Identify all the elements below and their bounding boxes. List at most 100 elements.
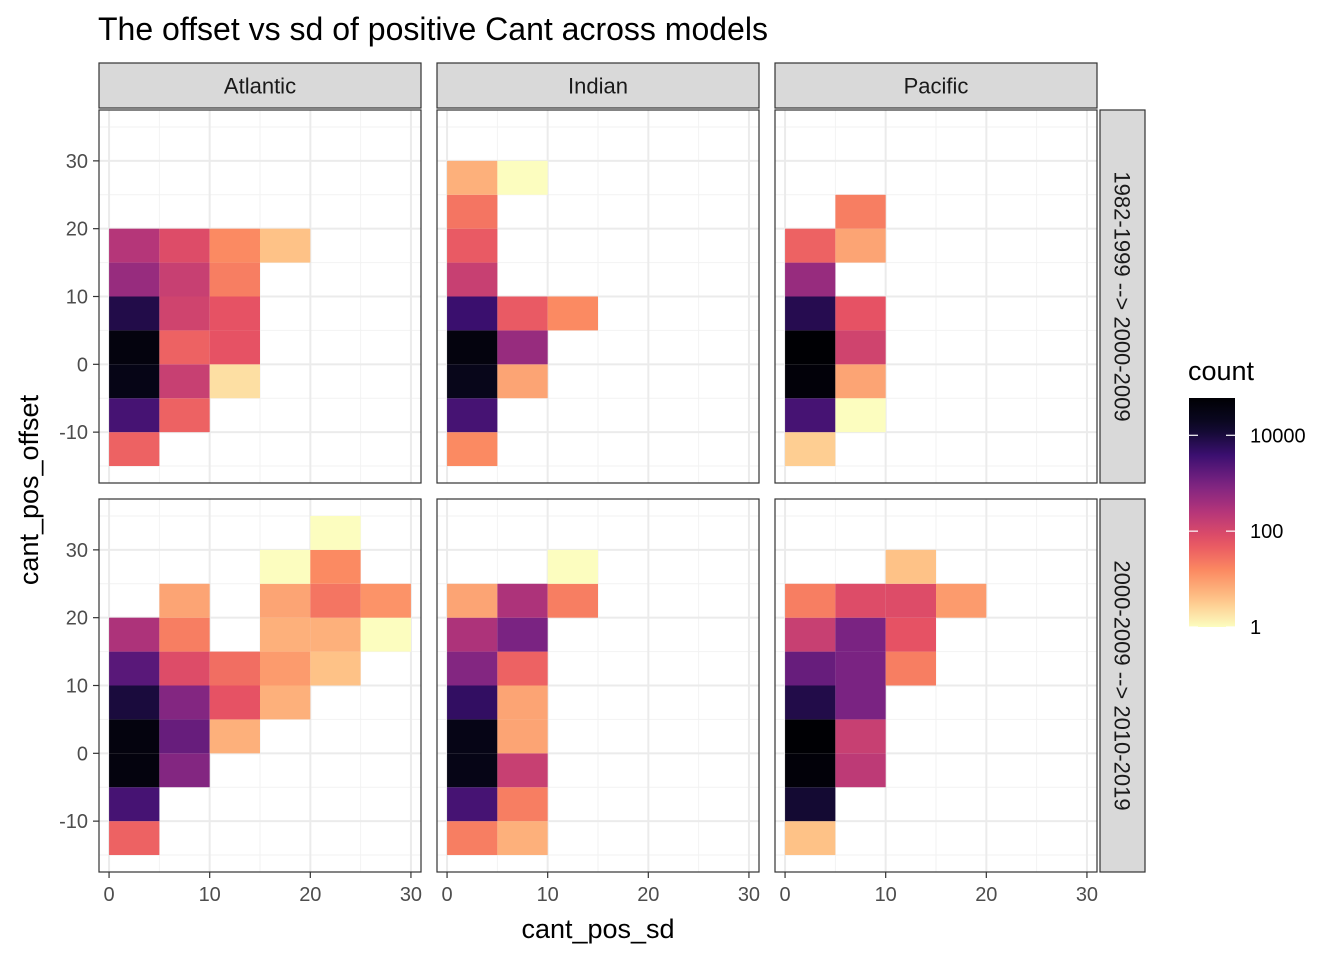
heatmap-cell: [497, 330, 548, 365]
y-tick-label: 30: [66, 540, 88, 562]
legend-break-label: 100: [1250, 521, 1283, 543]
heatmap-cell: [159, 296, 210, 331]
y-tick-label: 30: [66, 151, 88, 173]
legend-break-label: 10000: [1250, 425, 1306, 447]
heatmap-cell: [835, 364, 886, 399]
heatmap-cell: [260, 583, 311, 618]
y-tick-label: -10: [59, 422, 88, 444]
heatmap-cell: [159, 330, 210, 365]
x-tick-label: 20: [299, 884, 321, 906]
heatmap-cell: [109, 821, 160, 856]
heatmap-cell: [447, 398, 498, 433]
heatmap-cell: [835, 617, 886, 652]
y-axis-title: cant_pos_offset: [14, 394, 44, 585]
heatmap-cell: [936, 583, 987, 618]
y-tick-label: 20: [66, 219, 88, 241]
panel-border: [436, 498, 760, 873]
heatmap-cell: [159, 228, 210, 263]
heatmap-cell: [159, 262, 210, 297]
panel-border: [436, 109, 760, 484]
heatmap-cell: [447, 685, 498, 720]
heatmap-cell: [209, 651, 260, 686]
x-tick-label: 0: [442, 884, 453, 906]
legend-colorbar: [1189, 398, 1235, 627]
panel-atlantic-row-2: 0 10 20 30 -10 0 10 20 30: [59, 498, 422, 906]
heatmap-cell: [109, 330, 160, 365]
legend-title: count: [1188, 356, 1255, 386]
row-strip-label: 1982-1999 --> 2000-2009: [1110, 171, 1135, 421]
heatmap-cell: [447, 296, 498, 331]
heatmap-cell: [547, 296, 598, 331]
heatmap-cell: [109, 651, 160, 686]
heatmap-cell: [109, 685, 160, 720]
heatmap-cell: [835, 194, 886, 229]
column-strip: [98, 62, 422, 109]
heatmap-cell: [310, 583, 361, 618]
heatmap-cell: [835, 719, 886, 754]
heatmap-cell: [109, 228, 160, 263]
heatmap-cell: [310, 617, 361, 652]
heatmap-cell: [497, 821, 548, 856]
heatmap-cell: [497, 651, 548, 686]
heatmap-cell: [260, 228, 311, 263]
heatmap-cell: [835, 228, 886, 263]
y-tick-label: 0: [77, 354, 88, 376]
heatmap-cell: [497, 753, 548, 788]
x-axis-title: cant_pos_sd: [521, 914, 674, 944]
heatmap-cell: [447, 719, 498, 754]
heatmap-cell: [547, 583, 598, 618]
heatmap-cell: [885, 583, 936, 618]
x-tick-label: 10: [875, 884, 897, 906]
heatmap-cell: [497, 364, 548, 399]
y-tick-label: 10: [66, 287, 88, 309]
heatmap-cell: [209, 262, 260, 297]
heatmap-cell: [159, 398, 210, 433]
heatmap-cell: [447, 160, 498, 195]
heatmap-cell: [447, 651, 498, 686]
heatmap-cell: [835, 651, 886, 686]
chart-title: The offset vs sd of positive Cant across…: [98, 11, 768, 47]
heatmap-cell: [360, 583, 411, 618]
heatmap-cell: [159, 364, 210, 399]
heatmap-cell: [310, 515, 361, 550]
heatmap-cell: [109, 398, 160, 433]
heatmap-cell: [159, 719, 210, 754]
column-strip-label: Pacific: [904, 74, 969, 99]
y-tick-label: 10: [66, 676, 88, 698]
row-strip-label: 2000-2009 --> 2010-2019: [1110, 560, 1135, 810]
heatmap-cell: [835, 398, 886, 433]
row-strip: [1099, 109, 1146, 484]
heatmap-cell: [785, 753, 836, 788]
panel-atlantic-row-1: -10 0 10 20 30: [59, 109, 422, 484]
x-tick-label: 10: [199, 884, 221, 906]
heatmap-cell: [209, 228, 260, 263]
heatmap-cell: [310, 549, 361, 584]
legend-break-label: 1: [1250, 617, 1261, 639]
heatmap-cell: [497, 787, 548, 822]
panel-border: [774, 109, 1098, 484]
heatmap-cell: [109, 432, 160, 467]
column-strip: [436, 62, 760, 109]
heatmap-cell: [109, 364, 160, 399]
column-strip-label: Indian: [568, 74, 628, 99]
heatmap-cell: [497, 719, 548, 754]
x-tick-label: 30: [400, 884, 422, 906]
panel-border: [774, 498, 1098, 873]
heatmap-cell: [497, 685, 548, 720]
heatmap-cell: [447, 262, 498, 297]
heatmap-cell: [785, 685, 836, 720]
heatmap-cell: [159, 617, 210, 652]
heatmap-cell: [885, 651, 936, 686]
heatmap-cell: [785, 398, 836, 433]
x-tick-label: 20: [975, 884, 997, 906]
heatmap-cell: [785, 228, 836, 263]
heatmap-cell: [447, 330, 498, 365]
heatmap-cell: [447, 583, 498, 618]
heatmap-cell: [260, 617, 311, 652]
heatmap-cell: [159, 651, 210, 686]
heatmap-cell: [209, 685, 260, 720]
x-tick-label: 10: [537, 884, 559, 906]
heatmap-cell: [109, 787, 160, 822]
heatmap-cell: [109, 617, 160, 652]
